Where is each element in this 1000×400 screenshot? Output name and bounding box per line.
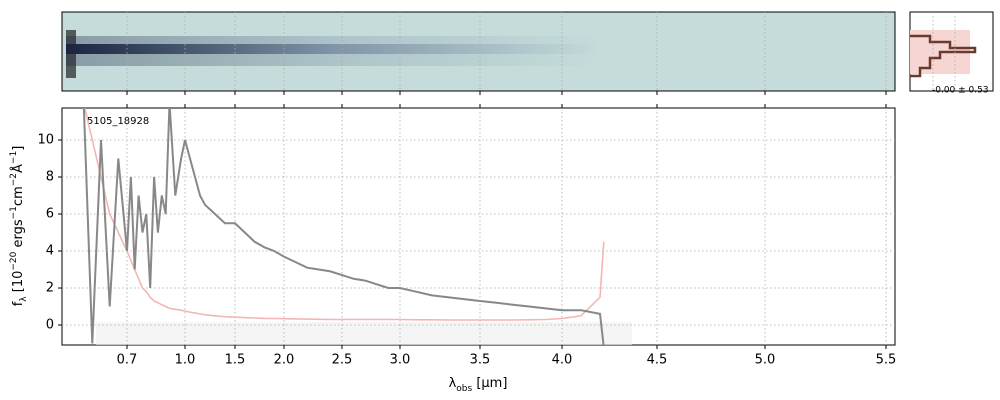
y-axis-label: fλ [10−20 ergs−1cm−2Å−1] xyxy=(9,146,29,307)
label-part: ergs xyxy=(11,219,26,251)
profile-panel: -0.00 ± 0.53 xyxy=(909,11,994,96)
x-tick-label: 2.5 xyxy=(332,353,353,368)
label-part: λ xyxy=(19,296,29,302)
label-part: −1 xyxy=(9,151,19,164)
x-tick-label: 1.5 xyxy=(225,353,246,368)
series-line xyxy=(82,108,605,345)
label-part: [10 xyxy=(11,271,26,297)
annotation: 5105_18928 xyxy=(87,116,149,127)
y-tick-label: 10 xyxy=(37,133,54,148)
series-line xyxy=(84,108,605,321)
x-tick-label: 0.7 xyxy=(117,353,138,368)
x-tick-label: 4.5 xyxy=(647,353,668,368)
label-part: Å xyxy=(10,164,26,173)
label-part: −2 xyxy=(9,173,19,186)
x-tick-label: 3.5 xyxy=(470,353,491,368)
x-tick-label: 4.0 xyxy=(552,353,573,368)
label-part: −1 xyxy=(9,206,19,219)
x-tick-label: 1.0 xyxy=(175,353,196,368)
x-tick-label: 3.0 xyxy=(390,353,411,368)
y-tick-label: 0 xyxy=(46,318,54,333)
label-part: cm xyxy=(11,186,26,206)
side-label: -0.00 ± 0.53 xyxy=(932,86,989,96)
y-tick-label: 4 xyxy=(46,244,54,259)
label-part: ] xyxy=(11,146,26,151)
label-part: [μm] xyxy=(472,376,507,391)
y-tick-label: 8 xyxy=(46,170,54,185)
x-tick-label: 5.5 xyxy=(876,353,897,368)
label-part: obs xyxy=(456,384,472,394)
spectrum-2d xyxy=(61,11,896,92)
shade xyxy=(96,322,632,345)
x-tick-label: 2.0 xyxy=(274,353,295,368)
label-part: −20 xyxy=(9,251,19,270)
y-tick-label: 2 xyxy=(46,281,54,296)
label-part: f xyxy=(11,301,26,306)
x-axis-label: λobs [μm] xyxy=(449,376,508,394)
y-tick-label: 6 xyxy=(46,207,54,222)
x-tick-label: 5.0 xyxy=(755,353,776,368)
label-part: λ xyxy=(449,376,457,391)
